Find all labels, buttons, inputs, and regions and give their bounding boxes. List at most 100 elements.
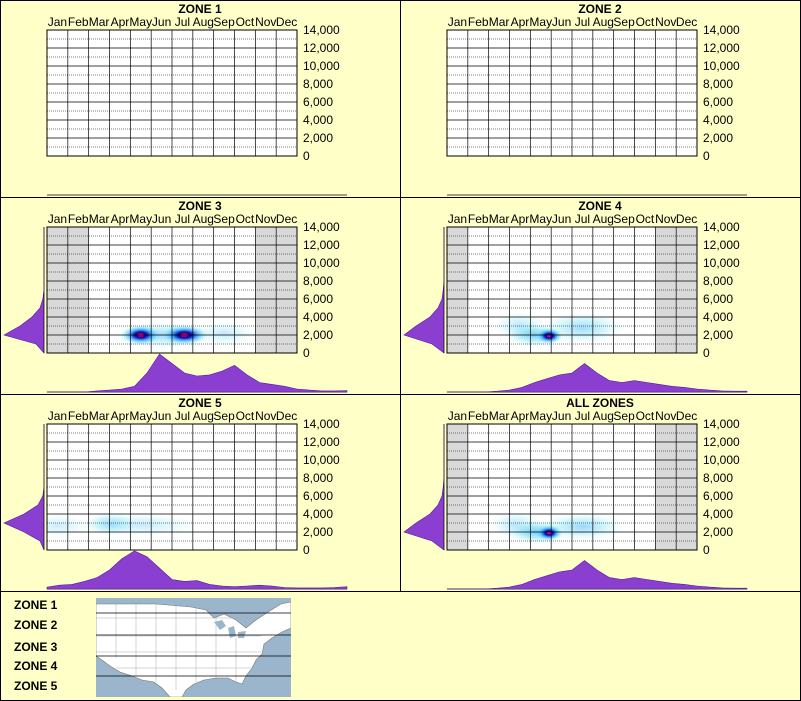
y-tick-label: 6,000 — [703, 292, 733, 306]
month-label-jun: Jun — [152, 15, 171, 29]
zone-map — [96, 598, 291, 697]
plot-border — [46, 226, 298, 354]
month-label-mar: Mar — [489, 409, 510, 423]
y-tick-label: 4,000 — [703, 113, 733, 127]
y-tick-label: 12,000 — [303, 41, 340, 55]
month-label-feb: Feb — [68, 212, 89, 226]
month-label-oct: Oct — [236, 15, 255, 29]
month-label-aug: Aug — [193, 409, 214, 423]
month-label-aug: Aug — [593, 409, 614, 423]
y-tick-label: 8,000 — [303, 471, 333, 485]
month-label-jan: Jan — [48, 409, 67, 423]
legend-zone-1: ZONE 1 — [14, 598, 58, 612]
panel-title: ALL ZONES — [566, 396, 634, 410]
elevation-density-area — [403, 424, 445, 551]
y-tick-label: 6,000 — [303, 95, 333, 109]
month-label-jul: Jul — [175, 212, 190, 226]
month-label-oct: Oct — [236, 409, 255, 423]
zone-panel-4: ZONE 4 Jan Feb Mar Apr May Jun Jul Aug Sep Oct Nov D… — [403, 199, 748, 393]
map-land — [96, 601, 291, 697]
month-label-jul: Jul — [175, 409, 190, 423]
month-label-feb: Feb — [468, 15, 489, 29]
month-label-aug: Aug — [593, 212, 614, 226]
y-tick-label: 2,000 — [703, 131, 733, 145]
month-label-jan: Jan — [448, 212, 467, 226]
heat-spot — [535, 524, 563, 541]
legend-zone-4: ZONE 4 — [14, 659, 58, 673]
y-tick-label: 2,000 — [303, 131, 333, 145]
month-label-nov: Nov — [255, 212, 276, 226]
y-tick-label: 6,000 — [303, 489, 333, 503]
y-tick-label: 0 — [703, 149, 710, 163]
y-tick-label: 4,000 — [303, 113, 333, 127]
y-tick-label: 10,000 — [303, 59, 340, 73]
heat-spot — [535, 327, 563, 344]
heat-layer — [47, 512, 201, 538]
month-label-apr: Apr — [511, 409, 530, 423]
y-tick-label: 6,000 — [703, 95, 733, 109]
month-label-sep: Sep — [613, 15, 635, 29]
month-label-jun: Jun — [552, 212, 571, 226]
heat-layer — [111, 321, 258, 349]
y-tick-label: 14,000 — [703, 417, 740, 431]
elevation-density — [3, 424, 45, 551]
month-label-jun: Jun — [152, 409, 171, 423]
y-tick-label: 0 — [303, 149, 310, 163]
y-tick-label: 12,000 — [703, 41, 740, 55]
elevation-density-area — [3, 424, 45, 551]
month-label-aug: Aug — [593, 15, 614, 29]
month-label-feb: Feb — [468, 212, 489, 226]
y-tick-label: 14,000 — [303, 220, 340, 234]
panel-title: ZONE 1 — [178, 2, 222, 16]
zone-panel-6: ALL ZONES Jan Feb Mar Apr May Jun Jul Aug Sep Oct N… — [403, 396, 748, 590]
y-tick-label: 12,000 — [703, 238, 740, 252]
shaded-month-dec — [676, 227, 697, 353]
y-tick-label: 10,000 — [703, 59, 740, 73]
y-tick-label: 14,000 — [703, 23, 740, 37]
month-label-apr: Apr — [111, 15, 130, 29]
legend-zone-2: ZONE 2 — [14, 618, 58, 632]
zone-panel-2: ZONE 2 Jan Feb Mar Apr May Jun Jul Aug Sep Oct Nov D… — [446, 2, 747, 196]
y-tick-label: 6,000 — [703, 489, 733, 503]
month-label-may: May — [529, 15, 552, 29]
y-tick-label: 12,000 — [303, 238, 340, 252]
month-label-nov: Nov — [655, 409, 676, 423]
y-tick-label: 14,000 — [703, 220, 740, 234]
y-tick-label: 4,000 — [303, 507, 333, 521]
month-label-feb: Feb — [68, 15, 89, 29]
month-density — [447, 363, 748, 393]
y-tick-label: 0 — [703, 543, 710, 557]
y-tick-label: 2,000 — [303, 328, 333, 342]
month-label-oct: Oct — [636, 212, 655, 226]
month-density-area — [447, 560, 748, 590]
month-label-nov: Nov — [655, 212, 676, 226]
map-lakes — [214, 620, 246, 638]
y-tick-label: 0 — [303, 543, 310, 557]
y-tick-label: 4,000 — [303, 310, 333, 324]
plot-border — [46, 423, 298, 551]
month-label-sep: Sep — [213, 409, 235, 423]
month-label-may: May — [129, 15, 152, 29]
month-label-aug: Aug — [193, 15, 214, 29]
month-label-may: May — [529, 212, 552, 226]
y-tick-label: 4,000 — [703, 507, 733, 521]
month-label-dec: Dec — [676, 212, 697, 226]
y-tick-label: 2,000 — [703, 525, 733, 539]
month-label-dec: Dec — [276, 409, 297, 423]
panel-title: ZONE 3 — [178, 199, 222, 213]
month-density — [46, 550, 348, 590]
y-tick-label: 0 — [303, 346, 310, 360]
heat-layer — [493, 311, 626, 347]
month-label-oct: Oct — [636, 409, 655, 423]
month-density — [447, 560, 748, 590]
month-label-oct: Oct — [636, 15, 655, 29]
month-label-mar: Mar — [89, 212, 110, 226]
month-label-may: May — [129, 409, 152, 423]
y-tick-label: 8,000 — [703, 77, 733, 91]
y-tick-label: 12,000 — [703, 435, 740, 449]
elevation-density — [3, 227, 45, 354]
zone-panel-5: ZONE 5 Jan Feb Mar Apr May Jun Jul Aug Sep Oct Nov D… — [3, 396, 348, 590]
elevation-density-area — [403, 227, 445, 354]
elevation-density — [403, 424, 445, 551]
